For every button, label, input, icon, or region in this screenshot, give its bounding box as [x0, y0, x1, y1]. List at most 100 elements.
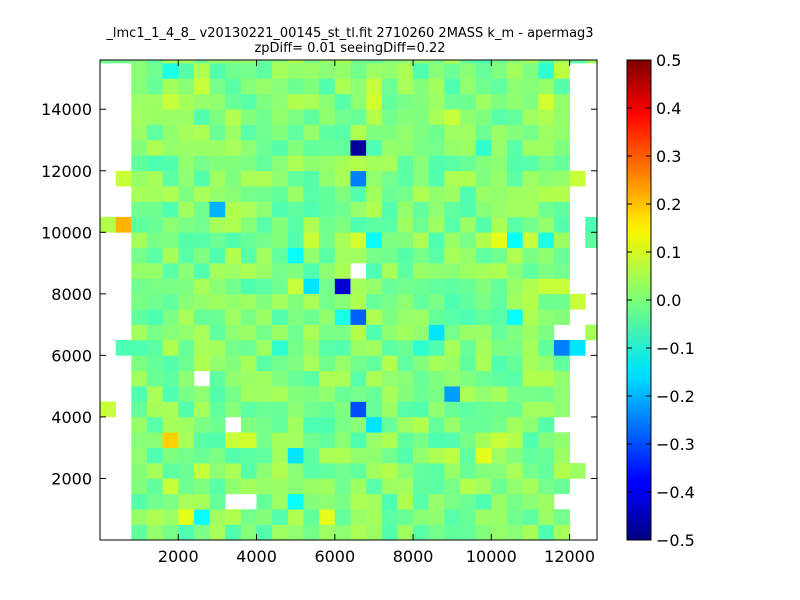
heatmap-cell	[538, 278, 555, 295]
heatmap-cell	[287, 401, 304, 418]
heatmap-cell	[413, 109, 430, 125]
heatmap-cell	[366, 140, 383, 156]
heatmap-cell	[522, 216, 539, 233]
heatmap-cell	[538, 401, 555, 418]
heatmap-cell	[319, 309, 336, 325]
heatmap-cell	[428, 232, 445, 248]
heatmap-cell	[209, 340, 226, 356]
heatmap-cell	[240, 401, 257, 418]
heatmap-cell	[162, 447, 179, 464]
heatmap-cell	[397, 63, 414, 79]
heatmap-cell	[522, 109, 539, 125]
heatmap-cell	[272, 140, 289, 156]
heatmap-cell	[522, 386, 539, 402]
heatmap-cell	[538, 124, 555, 141]
heatmap-cell	[491, 447, 508, 464]
tick-label: 6000	[51, 346, 92, 365]
heatmap-cell	[193, 293, 210, 310]
heatmap-cell	[491, 309, 508, 325]
heatmap-cell	[366, 216, 383, 233]
heatmap-cell	[366, 370, 383, 387]
heatmap-cell	[178, 524, 195, 541]
heatmap-cell	[146, 278, 163, 295]
heatmap-cell	[131, 63, 148, 79]
heatmap-cell	[334, 370, 351, 387]
heatmap-cell	[444, 386, 461, 402]
heatmap-cell	[538, 155, 555, 172]
heatmap-cell	[225, 386, 242, 402]
heatmap-cell	[319, 355, 336, 372]
heatmap-cell	[225, 60, 242, 64]
heatmap-cell	[460, 216, 476, 233]
tick-label: 10000	[41, 223, 92, 242]
heatmap-cell	[491, 63, 508, 79]
heatmap-cell	[553, 278, 570, 295]
heatmap-cell	[506, 324, 523, 341]
heatmap-cell	[178, 170, 195, 187]
heatmap-cell	[350, 370, 367, 387]
heatmap-cell	[397, 124, 414, 141]
heatmap-cell	[131, 309, 148, 325]
heatmap-cell	[209, 524, 226, 541]
heatmap-cell	[413, 278, 430, 295]
heatmap-cell	[131, 447, 148, 464]
heatmap-cell	[303, 186, 320, 202]
heatmap-cell	[303, 509, 320, 525]
heatmap-cell	[209, 416, 226, 433]
heatmap-cell	[319, 216, 336, 233]
heatmap-cell	[538, 340, 555, 356]
heatmap-cell	[413, 432, 430, 448]
heatmap-cell	[146, 293, 163, 310]
heatmap-cell	[209, 293, 226, 310]
heatmap-cell	[366, 524, 383, 541]
heatmap-cell	[287, 447, 304, 464]
heatmap-cell	[287, 324, 304, 341]
heatmap-cell	[413, 386, 430, 402]
heatmap-cell	[178, 355, 195, 372]
heatmap-cell	[491, 247, 508, 264]
heatmap-cell	[381, 124, 398, 141]
heatmap-cell	[100, 216, 116, 233]
heatmap-cell	[444, 247, 461, 264]
heatmap-cell	[319, 232, 336, 248]
heatmap-cell	[240, 247, 257, 264]
heatmap-cell	[538, 509, 555, 525]
heatmap-cell	[475, 78, 492, 95]
tick-label: 4000	[51, 408, 92, 427]
heatmap-cell	[193, 524, 210, 541]
heatmap-cell	[475, 186, 492, 202]
heatmap-cell	[491, 232, 508, 248]
heatmap-cell	[131, 463, 148, 479]
heatmap-cell	[225, 216, 242, 233]
heatmap-cell	[381, 93, 398, 110]
heatmap-cell	[506, 263, 523, 279]
heatmap-cell	[522, 60, 539, 64]
heatmap-cell	[146, 370, 163, 387]
heatmap-cell	[319, 416, 336, 433]
heatmap-cell	[381, 524, 398, 541]
heatmap-cell	[178, 232, 195, 248]
heatmap-cell	[381, 416, 398, 433]
heatmap-cell	[319, 432, 336, 448]
heatmap-cell	[491, 524, 508, 541]
heatmap-cell	[381, 370, 398, 387]
heatmap-cell	[225, 355, 242, 372]
heatmap-cell	[193, 386, 210, 402]
heatmap-cell	[287, 493, 304, 510]
heatmap-cell	[475, 478, 492, 495]
heatmap-cell	[428, 170, 445, 187]
heatmap-cell	[334, 524, 351, 541]
heatmap-cell	[178, 324, 195, 341]
heatmap-cell	[428, 293, 445, 310]
heatmap-cell	[428, 78, 445, 95]
heatmap-cell	[131, 478, 148, 495]
heatmap-cell	[272, 340, 289, 356]
heatmap-cell	[334, 93, 351, 110]
heatmap-cell	[319, 370, 336, 387]
heatmap-cell	[162, 186, 179, 202]
heatmap-cell	[193, 493, 210, 510]
heatmap-cell	[491, 293, 508, 310]
heatmap-cell	[334, 386, 351, 402]
heatmap-cell	[475, 324, 492, 341]
heatmap-cell	[334, 140, 351, 156]
